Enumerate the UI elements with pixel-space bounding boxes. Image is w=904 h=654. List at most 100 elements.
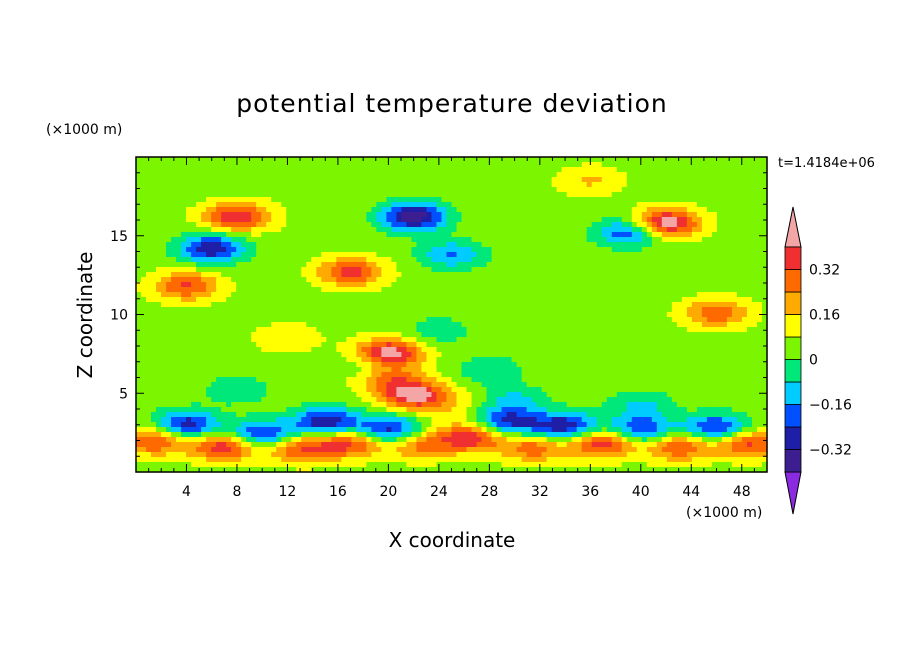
contour-cell: [631, 197, 638, 203]
contour-cell: [691, 287, 698, 293]
contour-cell: [331, 212, 337, 218]
contour-cell: [441, 167, 448, 173]
contour-cell: [256, 202, 262, 208]
contour-cell: [386, 257, 393, 263]
contour-cell: [711, 157, 718, 163]
contour-cell: [161, 252, 167, 258]
contour-cell: [546, 227, 553, 233]
contour-cell: [611, 272, 618, 278]
contour-cell: [261, 297, 267, 303]
contour-cell: [216, 237, 222, 243]
contour-cell: [451, 337, 458, 343]
contour-cell: [456, 272, 463, 278]
contour-cell: [666, 217, 673, 223]
contour-cell: [426, 212, 433, 218]
contour-cell: [321, 257, 327, 263]
contour-cell: [191, 322, 197, 328]
contour-cell: [346, 302, 352, 308]
contour-cell: [561, 232, 568, 238]
contour-cell: [381, 262, 387, 268]
contour-cell: [261, 347, 267, 353]
contour-cell: [691, 162, 698, 168]
contour-cell: [421, 322, 428, 328]
contour-cell: [461, 342, 468, 348]
contour-cell: [696, 182, 703, 188]
contour-cell: [441, 322, 448, 328]
contour-cell: [671, 247, 678, 253]
contour-cell: [176, 227, 182, 233]
contour-cell: [356, 202, 362, 208]
contour-cell: [676, 167, 683, 173]
contour-cell: [146, 197, 152, 203]
contour-cell: [416, 162, 423, 168]
contour-cell: [676, 267, 683, 273]
contour-cell: [156, 237, 162, 243]
contour-cell: [606, 182, 613, 188]
contour-cell: [741, 302, 748, 308]
contour-cell: [601, 172, 608, 178]
contour-cell: [731, 332, 738, 338]
contour-cell: [336, 317, 342, 323]
contour-cell: [696, 312, 703, 318]
contour-cell: [701, 312, 708, 318]
contour-cell: [566, 247, 573, 253]
contour-cell: [441, 282, 448, 288]
contour-cell: [511, 207, 518, 213]
contour-cell: [351, 262, 357, 268]
contour-cell: [481, 237, 488, 243]
contour-cell: [211, 262, 217, 268]
contour-cell: [511, 322, 518, 328]
contour-cell: [401, 317, 408, 323]
contour-cell: [181, 217, 187, 223]
contour-cell: [446, 282, 453, 288]
contour-cell: [321, 352, 327, 358]
contour-cell: [431, 167, 438, 173]
contour-cell: [286, 177, 292, 183]
contour-cell: [181, 352, 187, 358]
contour-cell: [261, 157, 267, 163]
contour-cell: [591, 202, 598, 208]
contour-cell: [216, 177, 222, 183]
contour-cell: [656, 172, 663, 178]
contour-cell: [706, 177, 713, 183]
contour-cell: [726, 287, 733, 293]
contour-cell: [416, 342, 423, 348]
contour-cell: [471, 262, 478, 268]
contour-cell: [166, 262, 172, 268]
contour-cell: [691, 272, 698, 278]
contour-cell: [161, 227, 167, 233]
contour-cell: [616, 317, 623, 323]
contour-cell: [536, 267, 543, 273]
contour-cell: [371, 177, 377, 183]
contour-cell: [736, 242, 743, 248]
contour-cell: [601, 192, 608, 198]
contour-cell: [466, 297, 473, 303]
contour-cell: [366, 237, 372, 243]
contour-cell: [316, 197, 322, 203]
contour-cell: [226, 172, 232, 178]
contour-cell: [256, 332, 262, 338]
contour-cell: [656, 182, 663, 188]
contour-cell: [216, 242, 222, 248]
contour-cell: [336, 352, 342, 358]
contour-cell: [671, 182, 678, 188]
contour-cell: [731, 247, 738, 253]
contour-cell: [321, 347, 327, 353]
contour-cell: [361, 312, 367, 318]
contour-cell: [316, 237, 322, 243]
contour-cell: [581, 242, 588, 248]
contour-cell: [336, 212, 342, 218]
contour-cell: [506, 312, 513, 318]
contour-cell: [481, 162, 488, 168]
contour-cell: [161, 237, 167, 243]
contour-cell: [231, 222, 237, 228]
contour-cell: [696, 282, 703, 288]
contour-cell: [681, 267, 688, 273]
contour-cell: [151, 177, 157, 183]
contour-cell: [251, 227, 257, 233]
contour-cell: [266, 352, 272, 358]
contour-cell: [376, 302, 382, 308]
contour-cell: [621, 197, 628, 203]
contour-cell: [311, 337, 317, 343]
contour-cell: [226, 192, 232, 198]
